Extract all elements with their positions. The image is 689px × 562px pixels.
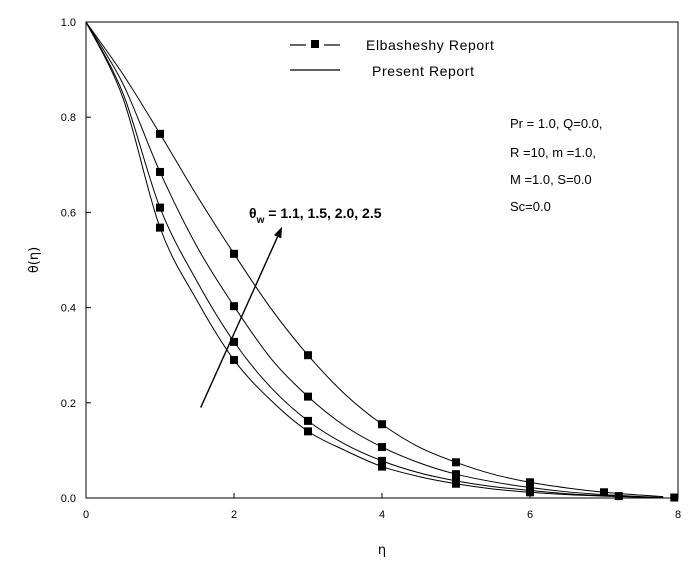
data-point xyxy=(614,492,623,501)
data-point xyxy=(304,427,312,436)
theta-w-annotation: θw = 1.1, 1.5, 2.0, 2.5 xyxy=(249,205,382,226)
data-point xyxy=(600,488,608,497)
annotation-arrowhead xyxy=(273,226,283,239)
data-point xyxy=(304,351,312,360)
theta-symbol: θ xyxy=(249,205,257,221)
legend: Elbasheshy Report Present Report xyxy=(290,37,495,79)
data-point xyxy=(230,302,238,311)
data-point xyxy=(230,337,238,346)
data-point xyxy=(526,483,534,492)
y-tick-label: 1.0 xyxy=(61,17,76,29)
y-tick-label: 0.6 xyxy=(61,207,76,219)
data-point xyxy=(452,470,460,479)
series-line-1 xyxy=(85,21,664,499)
data-point xyxy=(378,456,386,465)
legend-label-elbasheshy: Elbasheshy Report xyxy=(366,37,495,53)
data-point xyxy=(304,416,312,425)
y-tick-label: 0.0 xyxy=(61,493,76,505)
parameter-line-2: R =10, m =1.0, xyxy=(510,145,596,160)
data-point xyxy=(304,392,312,401)
series-points xyxy=(156,129,679,502)
data-point xyxy=(230,249,238,258)
x-tick-label: 4 xyxy=(379,509,385,521)
theta-subscript: w xyxy=(256,215,265,226)
data-point xyxy=(378,420,386,429)
data-point xyxy=(526,478,534,487)
y-tick-label: 0.2 xyxy=(61,398,76,410)
legend-marker xyxy=(311,40,319,48)
y-tick-label: 0.8 xyxy=(61,112,76,124)
x-axis-label: η xyxy=(378,543,386,558)
legend-label-present: Present Report xyxy=(372,63,475,79)
parameter-line-1: Pr = 1.0, Q=0.0, xyxy=(510,116,603,131)
series-line-4 xyxy=(85,21,664,498)
data-point xyxy=(378,462,386,471)
data-point xyxy=(156,167,164,176)
y-axis-label: θ(η) xyxy=(27,247,42,273)
parameter-line-3: M =1.0, S=0.0 xyxy=(510,172,592,187)
y-axis: 0.0 0.2 0.4 0.6 0.8 1.0 xyxy=(61,17,91,505)
y-tick-label: 0.4 xyxy=(61,303,76,315)
data-point xyxy=(378,443,386,452)
series-lines xyxy=(85,21,664,499)
data-point xyxy=(670,493,679,502)
data-point xyxy=(452,476,460,485)
data-point xyxy=(156,203,164,212)
series-line-3 xyxy=(85,21,664,499)
data-point xyxy=(156,223,164,232)
annotation-arrow xyxy=(200,236,279,408)
data-point xyxy=(156,129,164,138)
series-line-2 xyxy=(85,21,664,499)
x-tick-label: 0 xyxy=(83,509,89,521)
x-tick-label: 2 xyxy=(231,509,237,521)
x-tick-label: 6 xyxy=(527,509,533,521)
x-tick-label: 8 xyxy=(675,509,681,521)
data-point xyxy=(452,458,460,467)
parameter-block: Pr = 1.0, Q=0.0, R =10, m =1.0, M =1.0, … xyxy=(510,116,603,214)
parameter-line-4: Sc=0.0 xyxy=(510,199,551,214)
theta-values: = 1.1, 1.5, 2.0, 2.5 xyxy=(264,205,381,221)
data-point xyxy=(230,355,238,364)
